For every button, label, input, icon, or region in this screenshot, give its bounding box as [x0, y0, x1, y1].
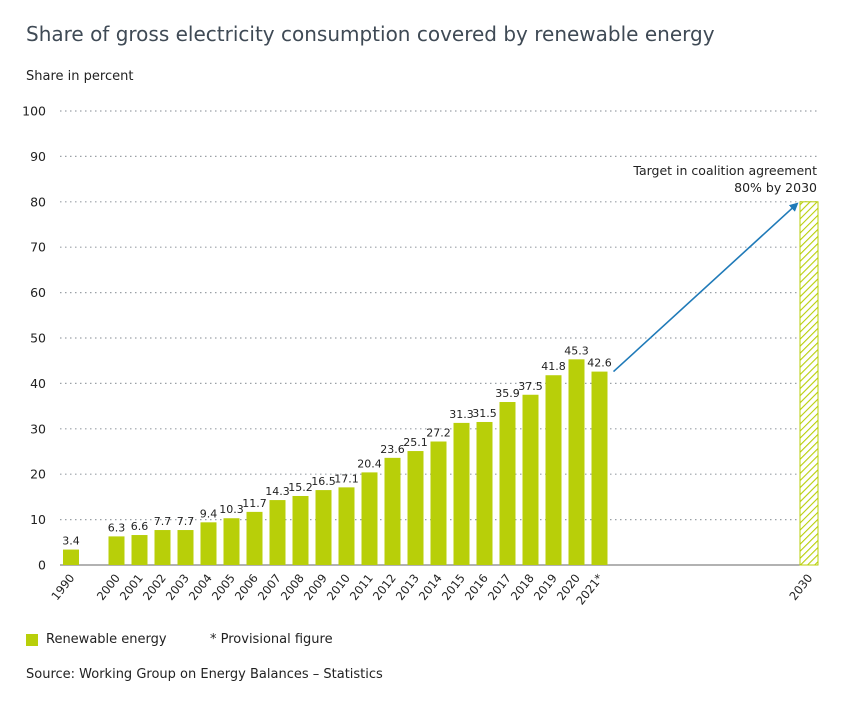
- bar: [131, 535, 148, 565]
- y-tick-label: 40: [30, 376, 46, 391]
- x-tick-label: 2003: [163, 571, 192, 603]
- bar-value-label: 11.7: [242, 497, 267, 510]
- x-tick-label: 2012: [370, 571, 399, 603]
- bar: [108, 536, 125, 565]
- bar-value-label: 25.1: [403, 436, 428, 449]
- x-tick-label: 2001: [117, 571, 146, 603]
- bar: [384, 457, 401, 565]
- bar-value-label: 45.3: [564, 344, 589, 357]
- y-tick-label: 20: [30, 467, 46, 482]
- y-tick-label: 80: [30, 194, 46, 209]
- x-tick-label: 2014: [416, 571, 445, 603]
- bar-value-label: 10.3: [219, 503, 244, 516]
- bar-value-label: 6.6: [131, 520, 149, 533]
- x-tick-label: 2010: [324, 571, 353, 603]
- x-tick-label: 2013: [393, 571, 422, 603]
- target-bar: [799, 201, 819, 566]
- y-axis-label: Share in percent: [26, 69, 134, 84]
- bar: [522, 394, 539, 565]
- x-tick-label: 2015: [439, 571, 468, 603]
- target-arrow: [612, 202, 799, 373]
- x-tick-label: 1990: [48, 571, 77, 603]
- bar: [177, 530, 194, 565]
- chart-title: Share of gross electricity consumption c…: [26, 22, 715, 46]
- bar: [154, 530, 171, 565]
- y-tick-label: 100: [22, 104, 46, 119]
- bar: [407, 451, 424, 565]
- target-annotation-line2: 80% by 2030: [734, 180, 817, 195]
- x-tick-label: 2011: [347, 571, 376, 603]
- x-tick-label: 2016: [462, 571, 491, 603]
- bar-value-label: 17.1: [334, 472, 359, 485]
- bar-value-label: 7.7: [177, 515, 195, 528]
- bar-value-label: 37.5: [518, 380, 543, 393]
- bar: [568, 359, 585, 565]
- bar-value-label: 23.6: [380, 443, 405, 456]
- bar-value-label: 14.3: [265, 485, 290, 498]
- bar: [269, 500, 286, 565]
- bar-value-label: 35.9: [495, 387, 520, 400]
- y-tick-label: 90: [30, 149, 46, 164]
- source-note: Source: Working Group on Energy Balances…: [26, 667, 383, 682]
- x-tick-label: 2002: [140, 571, 169, 603]
- bar-value-label: 41.8: [541, 360, 566, 373]
- target-annotation-line1: Target in coalition agreement: [633, 163, 817, 178]
- bar: [246, 511, 263, 565]
- bar-value-label: 6.3: [108, 521, 126, 534]
- x-tick-label: 2008: [278, 571, 307, 603]
- bar: [430, 441, 447, 565]
- x-tick-label: 2009: [301, 571, 330, 603]
- bar-value-label: 7.7: [154, 515, 172, 528]
- y-tick-label: 60: [30, 285, 46, 300]
- x-tick-label: 2004: [186, 571, 215, 603]
- bar-value-label: 9.4: [200, 507, 218, 520]
- provisional-note: * Provisional figure: [210, 632, 333, 647]
- y-tick-label: 30: [30, 421, 46, 436]
- target-annotation: Target in coalition agreement 80% by 203…: [633, 162, 817, 196]
- bar: [338, 487, 355, 565]
- bar: [499, 402, 516, 565]
- bar: [223, 518, 240, 565]
- bar-value-label: 15.2: [288, 481, 313, 494]
- bar-value-label: 27.2: [426, 427, 451, 440]
- x-tick-label: 2019: [531, 571, 560, 603]
- bar-value-label: 42.6: [587, 357, 612, 370]
- x-tick-label: 2017: [485, 571, 514, 603]
- bar: [591, 371, 608, 565]
- bar: [453, 422, 470, 565]
- bar: [315, 490, 332, 565]
- legend-swatch: [26, 633, 38, 646]
- x-tick-label: 2000: [94, 571, 123, 603]
- x-tick-label: 2006: [232, 571, 261, 603]
- bar-value-label: 3.4: [62, 535, 80, 548]
- y-tick-label: 70: [30, 240, 46, 255]
- bar: [361, 472, 378, 565]
- legend: Renewable energy: [26, 632, 167, 647]
- y-tick-label: 50: [30, 331, 46, 346]
- bar: [545, 375, 562, 565]
- bar: [476, 421, 493, 565]
- x-tick-label: 2005: [209, 571, 238, 603]
- bar: [200, 522, 217, 565]
- x-tick-label: 2007: [255, 571, 284, 603]
- bar-value-label: 31.5: [472, 407, 497, 420]
- bar: [63, 549, 79, 565]
- x-tick-label: 2018: [508, 571, 537, 603]
- y-tick-label: 10: [30, 512, 46, 527]
- bar: [292, 495, 309, 565]
- legend-label: Renewable energy: [46, 632, 167, 647]
- y-tick-label: 0: [38, 558, 46, 573]
- bar-value-label: 31.3: [449, 408, 474, 421]
- x-tick-label: 2030: [786, 571, 815, 603]
- bar-value-label: 20.4: [357, 457, 382, 470]
- bar-value-label: 16.5: [311, 475, 336, 488]
